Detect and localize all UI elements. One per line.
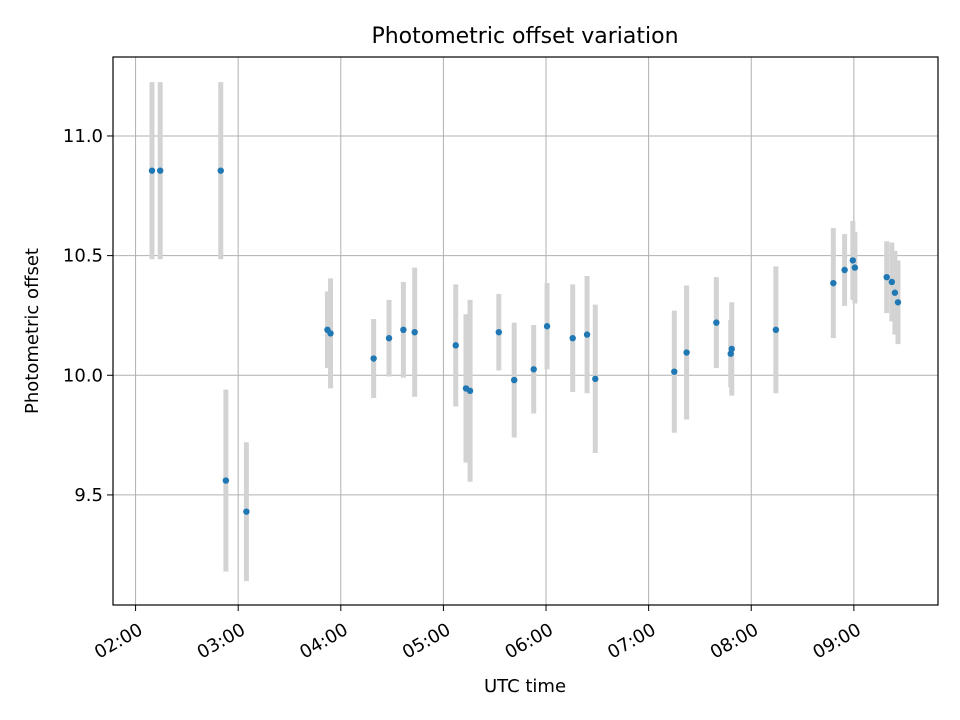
- data-point: [543, 323, 551, 330]
- data-point: [327, 330, 334, 337]
- data-point: [728, 345, 735, 353]
- data-point: [671, 368, 678, 375]
- data-point: [511, 376, 518, 384]
- data-point: [530, 366, 537, 373]
- data-point: [891, 289, 899, 296]
- x-axis-label: UTC time: [484, 676, 566, 697]
- data-point: [411, 328, 418, 336]
- chart-title: Photometric offset variation: [371, 24, 678, 49]
- data-point: [727, 350, 734, 357]
- data-points: [148, 167, 902, 515]
- data-point: [385, 334, 393, 342]
- y-axis-label: Photometric offset: [22, 248, 43, 414]
- data-point: [849, 257, 857, 264]
- data-point: [592, 375, 599, 383]
- y-tick-label: 9.5: [74, 485, 103, 506]
- data-point: [583, 331, 591, 338]
- data-point: [452, 342, 459, 349]
- data-point: [243, 508, 250, 515]
- data-point: [217, 167, 224, 174]
- data-point: [888, 278, 896, 286]
- data-point: [851, 264, 859, 271]
- data-point: [713, 319, 720, 326]
- y-tick-label: 11.0: [63, 126, 103, 147]
- data-point: [400, 326, 407, 334]
- data-point: [569, 334, 576, 342]
- data-point: [148, 167, 156, 174]
- data-point: [222, 477, 230, 484]
- data-point: [466, 387, 474, 395]
- data-point: [370, 355, 377, 362]
- y-tick-label: 10.5: [63, 246, 103, 267]
- data-point: [157, 167, 164, 174]
- plot-frame: [112, 56, 939, 606]
- data-point: [772, 326, 780, 334]
- data-point: [841, 266, 848, 274]
- data-point: [495, 328, 503, 336]
- y-tick-label: 10.0: [63, 365, 103, 386]
- data-point: [830, 279, 837, 287]
- data-point: [894, 299, 902, 306]
- data-point: [883, 273, 890, 281]
- data-point: [683, 349, 690, 356]
